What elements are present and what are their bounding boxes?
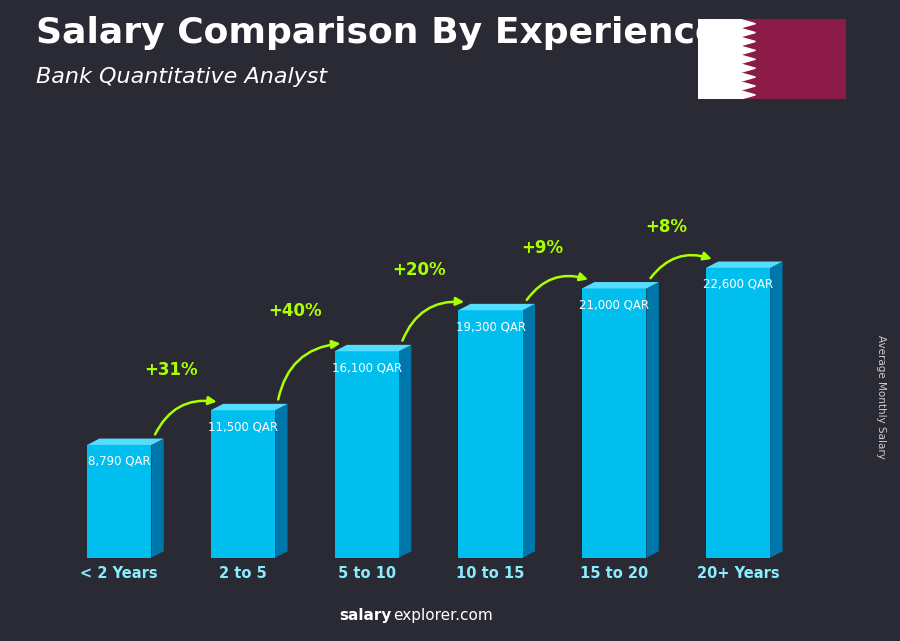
Bar: [335, 351, 399, 558]
Bar: [211, 410, 275, 558]
Polygon shape: [740, 28, 755, 37]
Text: +31%: +31%: [144, 361, 198, 379]
Polygon shape: [458, 304, 535, 310]
Polygon shape: [740, 46, 755, 55]
Text: Average Monthly Salary: Average Monthly Salary: [877, 335, 886, 460]
Text: +9%: +9%: [521, 239, 563, 257]
Text: +20%: +20%: [392, 261, 446, 279]
Polygon shape: [770, 262, 783, 558]
Text: +8%: +8%: [645, 219, 688, 237]
Bar: [706, 268, 770, 558]
Text: 19,300 QAR: 19,300 QAR: [455, 320, 526, 333]
Text: 21,000 QAR: 21,000 QAR: [580, 299, 649, 312]
Text: 8,790 QAR: 8,790 QAR: [88, 455, 150, 468]
Text: Bank Quantitative Analyst: Bank Quantitative Analyst: [36, 67, 327, 87]
Polygon shape: [335, 345, 411, 351]
Text: +40%: +40%: [268, 302, 322, 320]
Text: 11,500 QAR: 11,500 QAR: [208, 420, 278, 433]
Polygon shape: [275, 404, 288, 558]
Text: salary: salary: [339, 608, 392, 623]
Bar: [698, 19, 740, 99]
Bar: [87, 445, 151, 558]
Text: explorer.com: explorer.com: [393, 608, 493, 623]
Bar: [582, 288, 646, 558]
Polygon shape: [740, 72, 755, 81]
Polygon shape: [151, 438, 164, 558]
Polygon shape: [399, 345, 411, 558]
Text: Salary Comparison By Experience: Salary Comparison By Experience: [36, 16, 719, 50]
Bar: [458, 310, 523, 558]
Polygon shape: [740, 19, 755, 28]
Polygon shape: [646, 282, 659, 558]
Polygon shape: [87, 438, 164, 445]
Polygon shape: [211, 404, 288, 410]
Text: 16,100 QAR: 16,100 QAR: [332, 362, 401, 374]
Polygon shape: [740, 81, 755, 90]
Polygon shape: [706, 262, 783, 268]
Text: 22,600 QAR: 22,600 QAR: [703, 278, 773, 291]
Polygon shape: [740, 63, 755, 72]
Polygon shape: [523, 304, 535, 558]
Polygon shape: [582, 282, 659, 288]
Polygon shape: [740, 37, 755, 46]
Polygon shape: [740, 90, 755, 99]
Polygon shape: [740, 55, 755, 63]
